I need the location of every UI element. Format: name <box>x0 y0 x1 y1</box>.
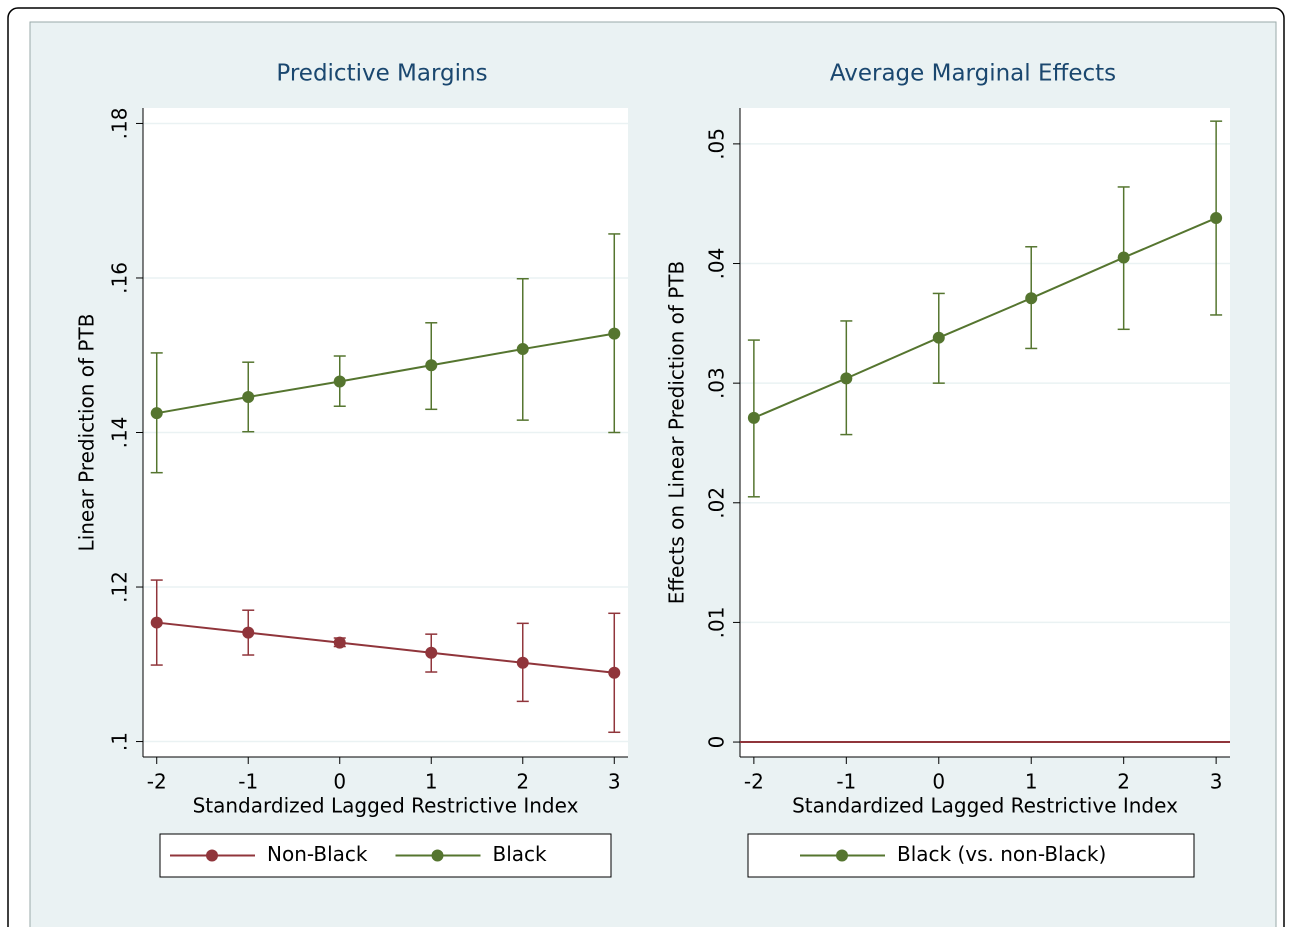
y-tick-label: .03 <box>705 367 729 399</box>
point <box>747 411 760 424</box>
y-tick-label: .04 <box>705 248 729 280</box>
point <box>425 359 438 372</box>
y-tick-label: .01 <box>705 607 729 639</box>
x-tick-label: 3 <box>1210 770 1223 794</box>
chart-title: Predictive Margins <box>276 61 487 87</box>
y-tick-label: .1 <box>108 732 132 751</box>
x-tick-label: -2 <box>147 770 167 794</box>
y-tick-label: .14 <box>108 417 132 449</box>
y-tick-label: 0 <box>705 736 729 749</box>
x-axis-label: Standardized Lagged Restrictive Index <box>792 794 1178 818</box>
y-axis-label: Effects on Linear Prediction of PTB <box>665 261 689 604</box>
point <box>242 390 255 403</box>
y-tick-label: .16 <box>108 262 132 294</box>
legend-label: Black (vs. non-Black) <box>897 842 1106 866</box>
legend-marker <box>206 849 218 862</box>
point <box>932 331 945 344</box>
y-tick-label: .18 <box>108 108 132 140</box>
point <box>150 407 163 420</box>
point <box>1117 251 1130 264</box>
point <box>1210 212 1223 225</box>
series-line <box>156 621 615 674</box>
y-tick-label: .02 <box>705 487 729 519</box>
legend-marker <box>836 849 848 862</box>
point <box>150 616 163 629</box>
x-tick-label: 2 <box>516 770 529 794</box>
x-tick-label: -1 <box>238 770 258 794</box>
y-tick-label: .05 <box>705 128 729 160</box>
point <box>608 327 621 340</box>
point <box>608 666 621 679</box>
legend-label: Black <box>493 842 548 866</box>
point <box>516 656 529 669</box>
x-tick-label: 1 <box>1025 770 1038 794</box>
point <box>1025 292 1038 305</box>
plot-region <box>740 108 1230 757</box>
point <box>840 372 853 385</box>
series-line <box>156 332 615 415</box>
legend-marker <box>431 849 444 862</box>
x-tick-label: 3 <box>608 770 621 794</box>
point <box>333 375 346 388</box>
y-tick-label: .12 <box>108 571 132 603</box>
x-tick-label: -1 <box>836 770 856 794</box>
x-tick-label: 0 <box>932 770 945 794</box>
x-tick-label: -2 <box>744 770 764 794</box>
x-tick-label: 1 <box>425 770 438 794</box>
point <box>516 343 529 356</box>
x-tick-label: 2 <box>1117 770 1130 794</box>
series-line <box>753 217 1217 419</box>
y-axis-label: Linear Prediction of PTB <box>75 314 99 552</box>
chart-title: Average Marginal Effects <box>830 61 1116 87</box>
x-tick-label: 0 <box>333 770 346 794</box>
point <box>242 626 255 639</box>
x-axis-label: Standardized Lagged Restrictive Index <box>193 794 579 818</box>
point <box>333 636 346 649</box>
legend-label: Non-Black <box>267 842 368 866</box>
point <box>425 646 438 659</box>
